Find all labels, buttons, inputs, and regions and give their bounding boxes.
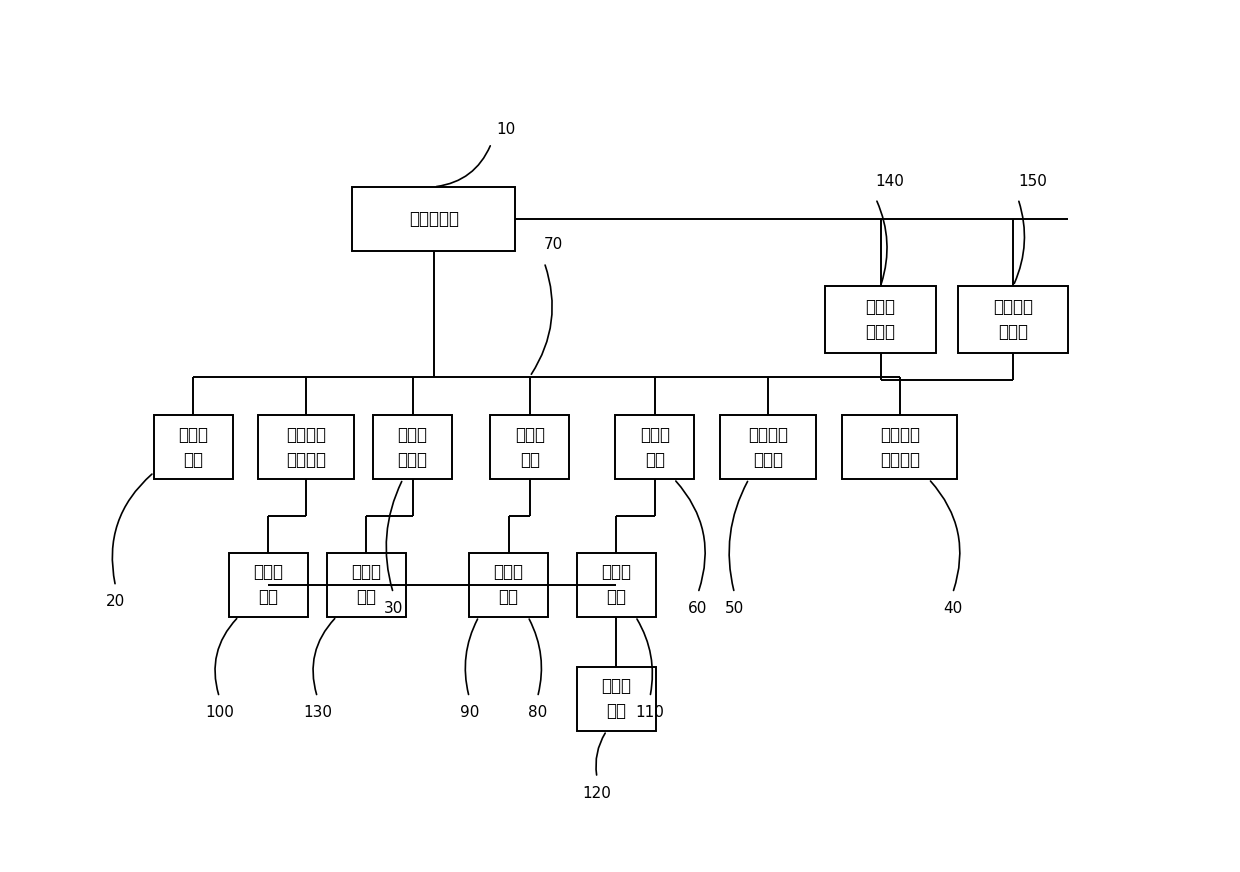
Text: 120: 120 — [583, 786, 611, 800]
Bar — [959, 286, 1069, 353]
Text: 140: 140 — [875, 174, 905, 188]
Text: 第一缓
冲罐: 第一缓 冲罐 — [253, 563, 284, 606]
Text: 150: 150 — [1018, 174, 1047, 188]
Text: 90: 90 — [460, 705, 479, 720]
Bar — [577, 553, 656, 617]
Bar — [229, 553, 308, 617]
Text: 30: 30 — [383, 601, 403, 617]
Text: 喷氢电
磁阀组: 喷氢电 磁阀组 — [398, 426, 428, 468]
Text: 氢排电
磁阀: 氢排电 磁阀 — [351, 563, 382, 606]
Text: 70: 70 — [544, 237, 563, 252]
Text: 50: 50 — [725, 601, 744, 617]
Bar — [327, 553, 405, 617]
Bar — [258, 415, 353, 479]
Text: 燃料电池
电堆模块: 燃料电池 电堆模块 — [879, 426, 920, 468]
Text: 130: 130 — [303, 705, 332, 720]
Text: 10: 10 — [496, 121, 516, 137]
Text: 泄压电
磁阀: 泄压电 磁阀 — [640, 426, 670, 468]
Text: 氢水分
离器: 氢水分 离器 — [494, 563, 523, 606]
Bar — [373, 415, 451, 479]
Text: 空进压力
传感器: 空进压力 传感器 — [993, 298, 1033, 341]
Bar — [842, 415, 957, 479]
Text: 100: 100 — [205, 705, 234, 720]
Text: 110: 110 — [635, 705, 665, 720]
Text: 氢气引
射器: 氢气引 射器 — [515, 426, 544, 468]
Text: 20: 20 — [105, 595, 125, 610]
Text: 氢进电
磁阀: 氢进电 磁阀 — [179, 426, 208, 468]
Text: 氢进压力
传感器: 氢进压力 传感器 — [748, 426, 789, 468]
Bar — [469, 553, 548, 617]
Text: 40: 40 — [942, 601, 962, 617]
Text: 80: 80 — [528, 705, 547, 720]
Text: 60: 60 — [688, 601, 708, 617]
Text: 安全泄
压阀: 安全泄 压阀 — [601, 563, 631, 606]
Text: 系统控制器: 系统控制器 — [409, 210, 459, 228]
Bar — [615, 415, 694, 479]
Text: 电堆主
继电器: 电堆主 继电器 — [866, 298, 895, 341]
Bar — [154, 415, 233, 479]
Bar — [720, 415, 816, 479]
Text: 喷氢前压
力传感器: 喷氢前压 力传感器 — [286, 426, 326, 468]
Bar — [577, 667, 656, 731]
Bar — [490, 415, 569, 479]
Bar — [826, 286, 936, 353]
Text: 第二缓
冲罐: 第二缓 冲罐 — [601, 678, 631, 720]
Bar — [352, 187, 516, 250]
